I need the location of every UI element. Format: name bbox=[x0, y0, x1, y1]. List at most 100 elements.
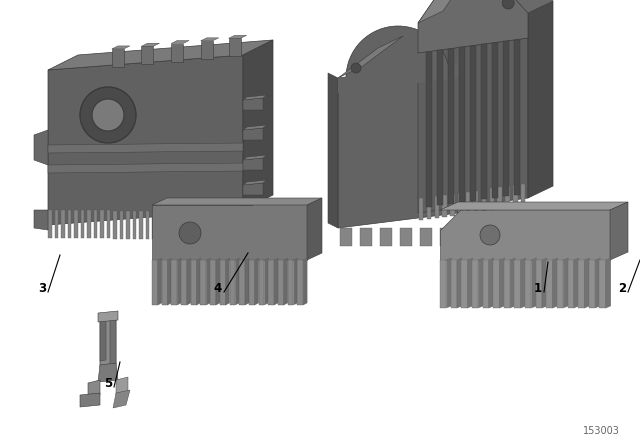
Polygon shape bbox=[510, 258, 515, 308]
Polygon shape bbox=[236, 258, 239, 305]
Polygon shape bbox=[216, 258, 220, 305]
Polygon shape bbox=[243, 128, 263, 140]
Polygon shape bbox=[172, 211, 175, 239]
Polygon shape bbox=[461, 260, 468, 308]
Polygon shape bbox=[204, 211, 207, 239]
Polygon shape bbox=[98, 363, 118, 382]
Polygon shape bbox=[172, 260, 177, 305]
Polygon shape bbox=[293, 258, 298, 305]
Polygon shape bbox=[521, 258, 525, 308]
Polygon shape bbox=[249, 260, 255, 305]
Polygon shape bbox=[88, 380, 100, 398]
Polygon shape bbox=[436, 50, 444, 205]
Polygon shape bbox=[578, 260, 584, 308]
Polygon shape bbox=[81, 210, 84, 238]
Polygon shape bbox=[98, 311, 118, 322]
Polygon shape bbox=[100, 313, 116, 367]
Polygon shape bbox=[177, 258, 181, 305]
Polygon shape bbox=[230, 211, 234, 239]
Circle shape bbox=[351, 63, 361, 73]
Polygon shape bbox=[492, 43, 499, 198]
Polygon shape bbox=[48, 163, 243, 173]
Polygon shape bbox=[440, 260, 446, 308]
Polygon shape bbox=[474, 190, 478, 212]
Polygon shape bbox=[489, 258, 494, 308]
Polygon shape bbox=[426, 52, 432, 207]
Polygon shape bbox=[505, 186, 510, 208]
Polygon shape bbox=[243, 155, 267, 160]
Polygon shape bbox=[528, 1, 553, 198]
Polygon shape bbox=[243, 40, 273, 210]
Polygon shape bbox=[490, 188, 494, 211]
Polygon shape bbox=[200, 260, 206, 305]
Polygon shape bbox=[513, 185, 518, 207]
Polygon shape bbox=[145, 211, 149, 239]
Polygon shape bbox=[48, 55, 243, 225]
Polygon shape bbox=[338, 63, 458, 228]
Text: 1: 1 bbox=[534, 281, 542, 294]
Polygon shape bbox=[418, 0, 470, 23]
Polygon shape bbox=[457, 258, 462, 308]
Polygon shape bbox=[165, 211, 168, 239]
Polygon shape bbox=[228, 39, 241, 56]
Polygon shape bbox=[472, 260, 478, 308]
Polygon shape bbox=[547, 260, 552, 308]
Polygon shape bbox=[502, 41, 509, 196]
Polygon shape bbox=[158, 258, 162, 305]
Text: 2: 2 bbox=[618, 281, 626, 294]
Circle shape bbox=[80, 87, 136, 143]
Polygon shape bbox=[451, 260, 457, 308]
Polygon shape bbox=[100, 319, 106, 361]
Polygon shape bbox=[74, 210, 77, 238]
Polygon shape bbox=[191, 260, 196, 305]
Polygon shape bbox=[542, 258, 547, 308]
Polygon shape bbox=[380, 228, 392, 246]
Text: 4: 4 bbox=[214, 281, 222, 294]
Polygon shape bbox=[152, 260, 158, 305]
Polygon shape bbox=[54, 210, 58, 238]
Polygon shape bbox=[574, 258, 579, 308]
Polygon shape bbox=[435, 196, 439, 218]
Polygon shape bbox=[245, 258, 249, 305]
Polygon shape bbox=[274, 258, 278, 305]
Polygon shape bbox=[531, 258, 536, 308]
Polygon shape bbox=[500, 0, 553, 13]
Text: 5: 5 bbox=[104, 376, 112, 389]
Polygon shape bbox=[226, 258, 230, 305]
Polygon shape bbox=[211, 211, 214, 239]
Polygon shape bbox=[584, 258, 589, 308]
Polygon shape bbox=[48, 143, 243, 153]
Polygon shape bbox=[563, 258, 568, 308]
Polygon shape bbox=[171, 43, 183, 61]
Polygon shape bbox=[171, 40, 189, 43]
Polygon shape bbox=[458, 193, 463, 215]
Polygon shape bbox=[442, 195, 447, 217]
Polygon shape bbox=[610, 202, 628, 260]
Polygon shape bbox=[400, 228, 412, 246]
Polygon shape bbox=[132, 211, 136, 239]
Wedge shape bbox=[346, 26, 450, 78]
Polygon shape bbox=[120, 211, 123, 238]
Polygon shape bbox=[360, 228, 372, 246]
Polygon shape bbox=[264, 258, 268, 305]
Polygon shape bbox=[87, 210, 91, 238]
Polygon shape bbox=[152, 211, 156, 239]
Polygon shape bbox=[230, 260, 236, 305]
Polygon shape bbox=[67, 210, 71, 238]
Polygon shape bbox=[61, 210, 65, 238]
Polygon shape bbox=[340, 228, 351, 246]
Polygon shape bbox=[139, 211, 143, 239]
Polygon shape bbox=[34, 210, 48, 230]
Polygon shape bbox=[268, 260, 274, 305]
Polygon shape bbox=[187, 258, 191, 305]
Polygon shape bbox=[141, 43, 159, 46]
Polygon shape bbox=[201, 41, 212, 59]
Polygon shape bbox=[521, 184, 525, 206]
Polygon shape bbox=[525, 260, 531, 308]
Polygon shape bbox=[80, 393, 100, 407]
Polygon shape bbox=[152, 198, 322, 205]
Polygon shape bbox=[446, 258, 451, 308]
Polygon shape bbox=[589, 260, 595, 308]
Polygon shape bbox=[48, 210, 52, 238]
Polygon shape bbox=[243, 125, 267, 130]
